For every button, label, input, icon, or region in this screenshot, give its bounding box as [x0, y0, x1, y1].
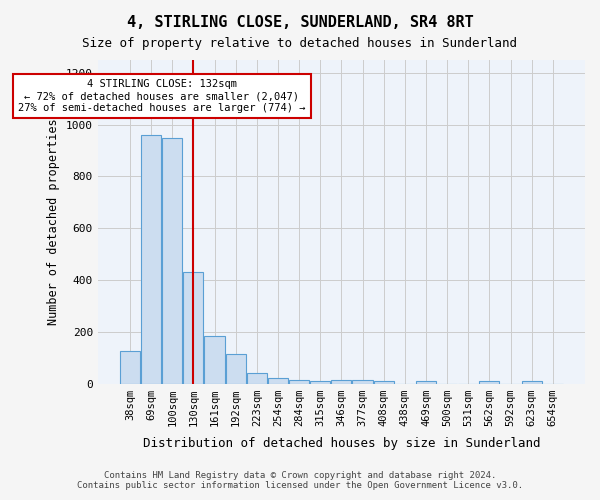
- Bar: [289, 380, 309, 384]
- Bar: [205, 336, 224, 384]
- Bar: [226, 354, 246, 384]
- Text: Size of property relative to detached houses in Sunderland: Size of property relative to detached ho…: [83, 38, 517, 51]
- Bar: [162, 138, 182, 384]
- Bar: [268, 378, 288, 384]
- Bar: [352, 380, 373, 384]
- X-axis label: Distribution of detached houses by size in Sunderland: Distribution of detached houses by size …: [143, 437, 540, 450]
- Bar: [120, 351, 140, 384]
- Bar: [374, 381, 394, 384]
- Bar: [184, 272, 203, 384]
- Bar: [331, 380, 352, 384]
- Bar: [521, 381, 542, 384]
- Text: Contains HM Land Registry data © Crown copyright and database right 2024.
Contai: Contains HM Land Registry data © Crown c…: [77, 470, 523, 490]
- Text: 4 STIRLING CLOSE: 132sqm
← 72% of detached houses are smaller (2,047)
27% of sem: 4 STIRLING CLOSE: 132sqm ← 72% of detach…: [18, 80, 305, 112]
- Bar: [416, 381, 436, 384]
- Bar: [247, 372, 267, 384]
- Bar: [141, 135, 161, 384]
- Y-axis label: Number of detached properties: Number of detached properties: [47, 118, 61, 325]
- Bar: [479, 381, 499, 384]
- Bar: [310, 381, 330, 384]
- Text: 4, STIRLING CLOSE, SUNDERLAND, SR4 8RT: 4, STIRLING CLOSE, SUNDERLAND, SR4 8RT: [127, 15, 473, 30]
